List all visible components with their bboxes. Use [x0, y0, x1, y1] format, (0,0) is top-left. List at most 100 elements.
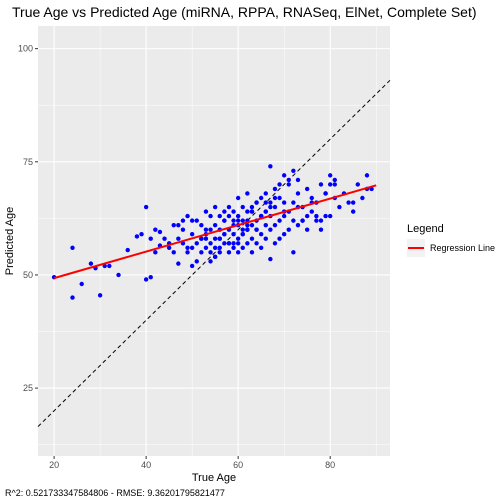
data-point — [185, 213, 190, 219]
data-point — [235, 241, 241, 246]
grid-lines — [38, 26, 390, 456]
data-point — [153, 250, 158, 255]
data-point — [245, 222, 250, 228]
data-point — [245, 227, 250, 232]
data-point — [217, 236, 222, 241]
data-point — [281, 173, 287, 178]
data-point — [240, 227, 245, 232]
data-point — [291, 168, 296, 174]
data-point — [162, 236, 167, 241]
data-point — [208, 241, 213, 246]
data-point — [176, 236, 181, 241]
data-point — [125, 247, 130, 253]
data-point — [226, 213, 232, 219]
data-point — [171, 222, 176, 228]
data-point — [254, 227, 259, 232]
data-point — [231, 209, 236, 214]
y-tick-label: 75 — [23, 157, 33, 167]
data-point — [295, 177, 301, 183]
data-point — [97, 293, 103, 298]
data-point — [263, 200, 268, 205]
data-point — [231, 232, 236, 237]
data-point — [240, 218, 245, 223]
data-point — [337, 204, 342, 210]
data-point — [360, 195, 365, 201]
data-point — [189, 232, 195, 237]
data-point — [291, 250, 296, 255]
data-point — [277, 182, 282, 187]
data-point — [134, 234, 140, 239]
data-point — [277, 195, 282, 201]
plot-panel — [38, 26, 390, 456]
data-point — [332, 182, 337, 187]
data-point — [300, 218, 305, 223]
data-point — [199, 250, 204, 255]
data-point — [268, 256, 273, 262]
data-point — [281, 232, 287, 237]
data-point — [291, 218, 296, 223]
data-point — [231, 245, 236, 250]
data-point — [226, 250, 232, 255]
data-point — [148, 275, 153, 280]
data-point — [222, 218, 227, 223]
data-point — [249, 209, 255, 214]
data-point — [185, 250, 190, 255]
data-point — [309, 209, 314, 214]
x-tick-label: 60 — [233, 460, 243, 470]
data-point — [157, 229, 163, 235]
data-point — [194, 259, 199, 264]
data-point — [318, 227, 324, 232]
data-point — [272, 241, 278, 246]
data-point — [258, 245, 264, 250]
data-point — [327, 173, 333, 178]
data-point — [199, 236, 204, 241]
data-point — [194, 218, 199, 223]
data-point — [212, 254, 218, 260]
data-point — [309, 195, 314, 201]
legend-title: Legend — [407, 223, 444, 235]
data-point — [272, 204, 278, 210]
data-point — [116, 272, 121, 278]
data-point — [203, 236, 209, 241]
data-point — [240, 204, 245, 210]
data-point — [217, 213, 222, 219]
data-point — [318, 218, 324, 223]
data-point — [222, 209, 227, 214]
data-point — [203, 227, 209, 232]
y-axis-label: Predicted Age — [4, 207, 16, 276]
data-point — [286, 227, 291, 232]
x-tick-label: 80 — [325, 460, 335, 470]
data-point — [189, 245, 195, 250]
data-point — [346, 200, 351, 205]
data-point — [212, 222, 218, 228]
data-point — [254, 200, 259, 205]
data-point — [323, 191, 328, 196]
data-point — [148, 236, 153, 241]
data-point — [235, 250, 241, 255]
legend: Legend Regression Line — [407, 223, 495, 257]
data-point — [70, 245, 75, 250]
y-tick-label: 25 — [23, 383, 33, 393]
data-point — [304, 186, 310, 192]
data-point — [286, 177, 291, 183]
data-point — [268, 204, 273, 210]
data-point — [208, 227, 213, 232]
data-point — [318, 182, 324, 187]
data-point — [203, 209, 209, 214]
data-point — [235, 218, 241, 223]
data-point — [355, 182, 360, 187]
data-point — [327, 182, 333, 187]
data-point — [332, 177, 337, 183]
data-point — [268, 227, 273, 232]
data-point — [272, 186, 278, 192]
data-point — [226, 241, 232, 246]
data-point — [245, 209, 250, 214]
data-point — [139, 232, 144, 237]
data-point — [189, 218, 195, 223]
data-point — [70, 295, 75, 300]
data-point — [79, 281, 84, 287]
regression-line — [53, 184, 377, 280]
regression-line-layer — [53, 184, 377, 280]
data-point — [295, 222, 301, 228]
